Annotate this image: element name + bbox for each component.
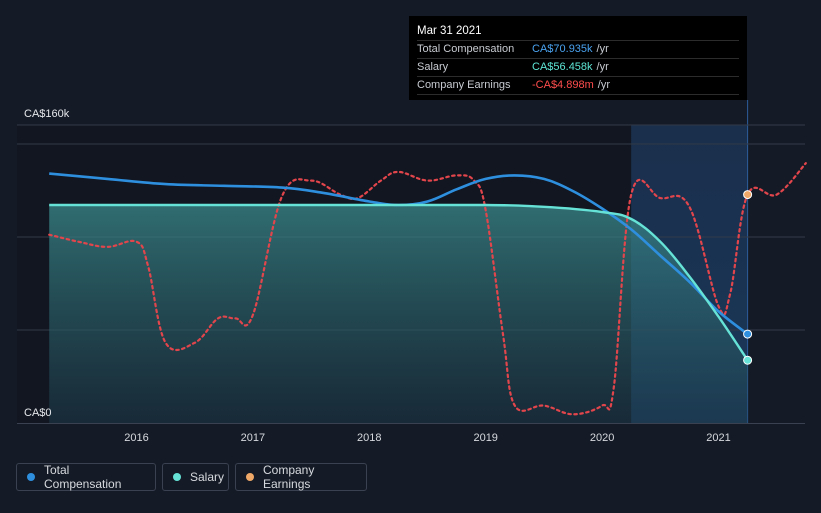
x-tick-label: 2020 [590, 432, 614, 444]
legend-item-salary[interactable]: Salary [162, 463, 229, 491]
tooltip-row-value: -CA$4.898m [532, 79, 594, 91]
x-tick-label: 2021 [706, 432, 730, 444]
x-tick-label: 2017 [241, 432, 265, 444]
tooltip-row-value: CA$70.935k [532, 43, 593, 55]
tooltip-row-label: Total Compensation [417, 43, 515, 55]
tooltip-row-unit: /yr [596, 61, 609, 73]
tooltip-row-value: CA$56.458k [532, 61, 593, 73]
legend-dot-icon [173, 473, 181, 481]
x-tick-label: 2019 [473, 432, 497, 444]
tooltip: Mar 31 2021 Total Compensation CA$70.935k… [409, 16, 747, 100]
legend-label: Company Earnings [263, 463, 315, 491]
tooltip-row-unit: /yr [596, 43, 609, 55]
tooltip-row-unit: /yr [597, 79, 610, 91]
legend-label: Salary [190, 470, 225, 484]
company-earnings-marker [743, 190, 753, 200]
salary-marker [743, 355, 753, 365]
salary-area [49, 204, 748, 423]
legend-dot-icon [246, 473, 254, 481]
legend-label: Total Compensation [44, 463, 122, 491]
total-compensation-marker [743, 329, 753, 339]
total-compensation-line [49, 172, 749, 336]
tooltip-row: Company Earnings -CA$4.898m/yr [417, 77, 739, 95]
tooltip-row: Salary CA$56.458k/yr [417, 59, 739, 77]
x-tick-label: 2018 [357, 432, 381, 444]
salary-line [49, 203, 749, 361]
y-tick-label: CA$160k [24, 108, 70, 120]
legend-item-total-compensation[interactable]: Total Compensation [16, 463, 156, 491]
company-earnings-line [48, 162, 807, 416]
y-tick-label: CA$0 [24, 407, 52, 419]
x-tick-label: 2016 [124, 432, 148, 444]
tooltip-row: Total Compensation CA$70.935k/yr [417, 41, 739, 59]
tooltip-date: Mar 31 2021 [417, 23, 739, 41]
legend-item-company-earnings[interactable]: Company Earnings [235, 463, 367, 491]
legend-dot-icon [27, 473, 35, 481]
tooltip-row-label: Salary [417, 61, 449, 73]
tooltip-row-label: Company Earnings [417, 79, 511, 91]
